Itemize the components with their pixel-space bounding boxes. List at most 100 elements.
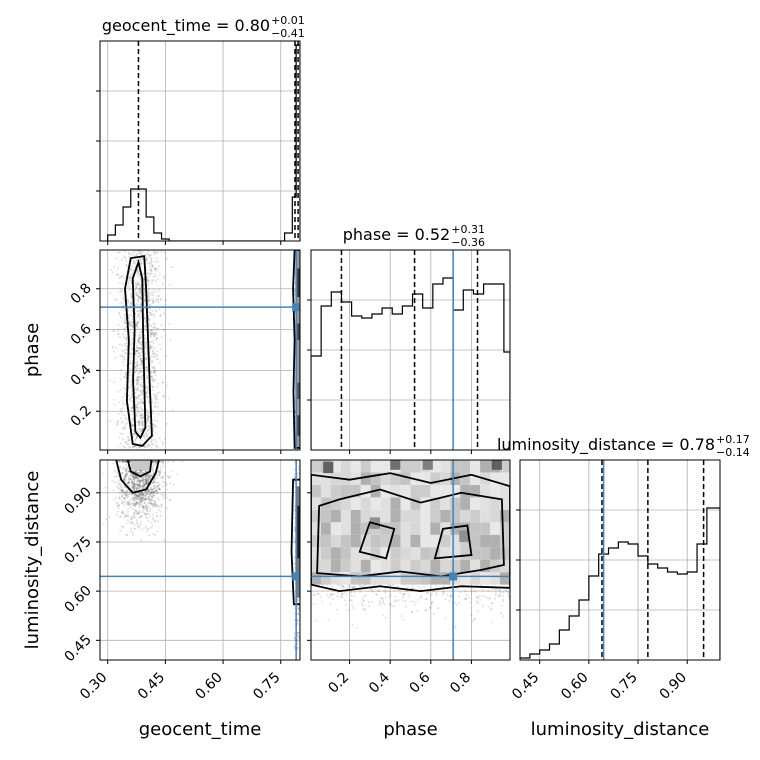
sample-point: [144, 342, 147, 345]
sample-point: [149, 254, 152, 257]
sample-point: [139, 430, 142, 433]
density-cell: [500, 472, 510, 485]
sample-point: [488, 597, 491, 600]
sample-point: [119, 484, 122, 487]
sample-point: [137, 478, 140, 481]
sample-point: [156, 514, 159, 517]
density-cell: [400, 509, 411, 523]
sample-point: [152, 350, 155, 353]
sample-point: [152, 481, 155, 484]
sample-point: [136, 476, 139, 479]
sample-point: [429, 594, 432, 597]
sample-point: [152, 332, 155, 335]
density-cell: [430, 534, 441, 548]
sample-point: [312, 602, 315, 605]
sample-point: [121, 400, 124, 403]
x-tick-label: 0.75: [608, 670, 641, 703]
sample-point: [112, 350, 115, 353]
sample-point: [144, 475, 147, 478]
sample-point: [135, 501, 138, 504]
sample-point: [135, 259, 138, 262]
sample-point: [138, 506, 141, 509]
sample-point: [131, 406, 134, 409]
density-cell: [500, 509, 510, 523]
sample-point: [118, 311, 121, 314]
sample-point: [384, 587, 387, 590]
sample-point: [382, 601, 385, 604]
sample-point: [132, 424, 135, 427]
sample-point: [119, 389, 122, 392]
sample-point: [123, 352, 126, 355]
sample-point: [138, 320, 141, 323]
sample-point: [115, 273, 118, 276]
sample-point: [181, 460, 184, 463]
sample-point: [135, 389, 138, 392]
y-tick-label: 0.8: [68, 280, 95, 307]
sample-point: [143, 485, 146, 488]
sample-point: [149, 293, 152, 296]
sample-point: [152, 505, 155, 508]
sample-point: [135, 487, 138, 490]
sample-point: [429, 607, 432, 610]
sample-point: [158, 471, 161, 474]
sample-point: [149, 303, 152, 306]
sample-point: [141, 492, 144, 495]
sample-point: [142, 506, 145, 509]
sample-point: [142, 496, 145, 499]
sample-point: [500, 591, 503, 594]
sample-point: [137, 339, 140, 342]
sample-point: [138, 394, 141, 397]
sample-point: [115, 472, 118, 475]
sample-point: [132, 251, 135, 254]
sample-point: [137, 337, 140, 340]
density-cell: [360, 497, 371, 510]
sample-point: [141, 482, 144, 485]
sample-point: [129, 362, 132, 365]
sample-point: [124, 376, 127, 379]
sample-point: [137, 512, 140, 515]
sample-point: [147, 288, 150, 291]
density-cell: [410, 547, 421, 560]
sample-point: [118, 251, 121, 254]
sample-point: [297, 601, 300, 604]
sample-point: [131, 476, 134, 479]
sample-point: [122, 360, 125, 363]
sample-point: [145, 253, 148, 256]
sample-point: [152, 380, 155, 383]
sample-point: [137, 420, 140, 423]
sample-point: [122, 467, 125, 470]
sample-point: [123, 256, 126, 259]
sample-point: [140, 421, 143, 424]
sample-point: [140, 360, 143, 363]
density-cell: [500, 484, 510, 498]
sample-point: [152, 462, 155, 465]
sample-point: [141, 416, 144, 419]
sample-point: [127, 479, 130, 482]
sample-point: [430, 601, 433, 604]
sample-point: [146, 501, 149, 504]
title-luminosity_distance: luminosity_distance = 0.78 +0.17−0.14: [497, 433, 750, 459]
sample-point: [152, 322, 155, 325]
sample-point: [150, 272, 153, 275]
sample-point: [146, 376, 149, 379]
sample-point: [137, 273, 140, 276]
sample-point: [148, 428, 151, 431]
sample-point: [158, 472, 161, 475]
sample-point: [459, 591, 462, 594]
sample-point: [145, 508, 148, 511]
sample-point: [126, 472, 129, 475]
sample-point: [134, 438, 137, 441]
sample-point: [151, 505, 154, 508]
sample-point: [148, 312, 151, 315]
sample-point: [134, 353, 137, 356]
sample-point: [134, 476, 137, 479]
sample-point: [135, 498, 138, 501]
density-cell: [340, 534, 351, 548]
sample-point: [166, 384, 169, 387]
sample-point: [136, 363, 139, 366]
sample-point: [142, 434, 145, 437]
sample-point: [293, 562, 296, 565]
contour-outer: [115, 460, 160, 494]
sample-point: [137, 251, 140, 254]
